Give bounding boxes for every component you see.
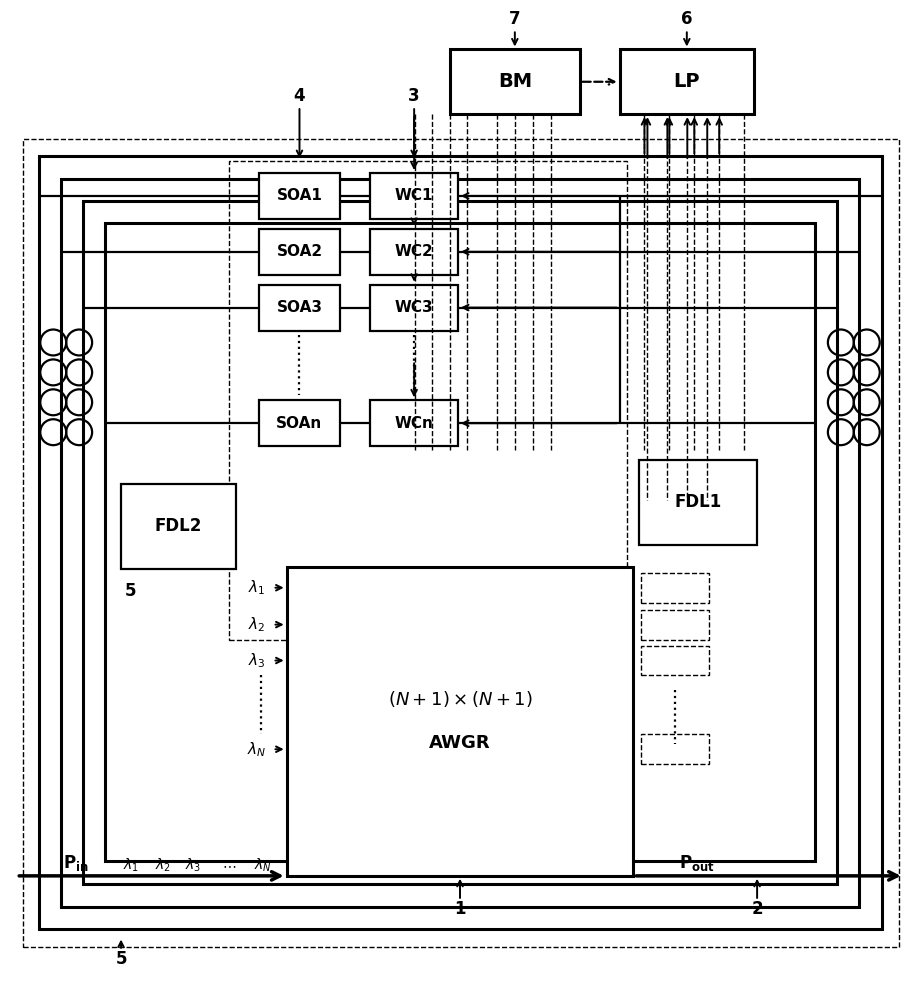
- Bar: [619, 49, 754, 114]
- Bar: [370, 285, 458, 331]
- Text: WC3: WC3: [395, 300, 434, 315]
- Bar: [370, 400, 458, 446]
- Text: $\lambda_1$: $\lambda_1$: [123, 856, 139, 874]
- Text: $\lambda_1$: $\lambda_1$: [248, 578, 265, 597]
- Text: FDL1: FDL1: [675, 493, 722, 511]
- Text: LP: LP: [674, 72, 700, 91]
- Bar: [105, 223, 815, 861]
- Bar: [258, 229, 341, 275]
- Bar: [83, 201, 837, 884]
- Text: BM: BM: [497, 72, 532, 91]
- Text: AWGR: AWGR: [429, 734, 491, 752]
- Text: 7: 7: [509, 10, 521, 28]
- Bar: [641, 734, 709, 764]
- Bar: [40, 156, 881, 929]
- Text: SOA3: SOA3: [277, 300, 322, 315]
- Bar: [258, 285, 341, 331]
- Bar: [640, 460, 757, 545]
- Text: SOA1: SOA1: [277, 188, 322, 203]
- Text: $\lambda_3$: $\lambda_3$: [248, 651, 266, 670]
- Bar: [23, 139, 899, 947]
- Text: $\mathbf{P_{out}}$: $\mathbf{P_{out}}$: [679, 853, 715, 873]
- Text: 1: 1: [454, 900, 466, 918]
- Bar: [370, 173, 458, 219]
- Text: SOA2: SOA2: [276, 244, 322, 259]
- Bar: [258, 400, 341, 446]
- Text: $\lambda_2$: $\lambda_2$: [155, 856, 171, 874]
- Text: $\lambda_2$: $\lambda_2$: [248, 615, 265, 634]
- Text: 4: 4: [294, 87, 306, 105]
- Bar: [370, 229, 458, 275]
- Bar: [641, 610, 709, 640]
- Text: $\lambda_N$: $\lambda_N$: [254, 856, 271, 874]
- Text: WCn: WCn: [395, 416, 434, 431]
- Bar: [641, 646, 709, 675]
- Text: $(N+1)\times(N+1)$: $(N+1)\times(N+1)$: [388, 689, 533, 709]
- Text: FDL2: FDL2: [155, 517, 202, 535]
- Text: WC2: WC2: [395, 244, 434, 259]
- Text: $\lambda_3$: $\lambda_3$: [185, 856, 201, 874]
- Text: 3: 3: [408, 87, 420, 105]
- Bar: [450, 49, 580, 114]
- Text: 6: 6: [681, 10, 692, 28]
- Bar: [229, 161, 628, 640]
- Text: $\lambda_N$: $\lambda_N$: [247, 740, 267, 759]
- Text: 5: 5: [126, 582, 137, 600]
- Text: SOAn: SOAn: [276, 416, 323, 431]
- Bar: [121, 484, 235, 569]
- Bar: [286, 567, 633, 876]
- Text: $\mathbf{P_{in}}$: $\mathbf{P_{in}}$: [63, 853, 89, 873]
- Text: WC1: WC1: [395, 188, 434, 203]
- Bar: [61, 179, 858, 907]
- Text: 5: 5: [115, 950, 126, 968]
- Bar: [641, 573, 709, 603]
- Bar: [258, 173, 341, 219]
- Text: $\cdots$: $\cdots$: [222, 858, 236, 872]
- Text: 2: 2: [751, 900, 763, 918]
